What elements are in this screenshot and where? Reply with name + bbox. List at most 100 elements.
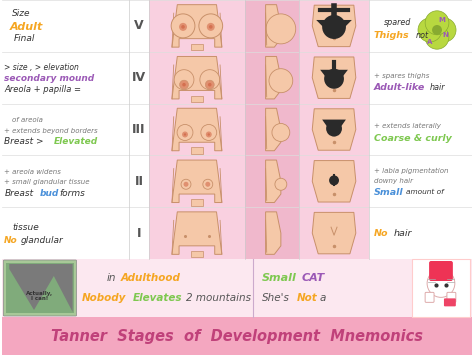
Text: N: N <box>442 32 448 38</box>
Bar <box>191 147 203 154</box>
Text: tissue: tissue <box>12 223 39 231</box>
Circle shape <box>432 18 456 42</box>
Text: forms: forms <box>60 189 86 198</box>
Bar <box>191 199 203 206</box>
Circle shape <box>180 80 189 89</box>
Circle shape <box>272 124 290 142</box>
Circle shape <box>207 23 215 31</box>
Bar <box>2 259 472 317</box>
Circle shape <box>200 70 219 90</box>
Text: + spares thighs: + spares thighs <box>374 73 429 79</box>
Text: M: M <box>438 17 446 23</box>
Polygon shape <box>312 5 356 47</box>
Bar <box>245 0 300 259</box>
Polygon shape <box>9 264 73 312</box>
Text: a: a <box>319 294 326 304</box>
Circle shape <box>205 80 214 89</box>
Text: Thighs: Thighs <box>374 31 409 40</box>
Circle shape <box>181 179 191 189</box>
Text: Areola + papilla =: Areola + papilla = <box>4 85 82 94</box>
Circle shape <box>182 83 186 87</box>
Circle shape <box>183 182 189 187</box>
Circle shape <box>205 182 210 187</box>
Bar <box>2 317 472 355</box>
Circle shape <box>206 131 212 137</box>
Text: CAT: CAT <box>301 273 325 283</box>
Polygon shape <box>322 120 346 137</box>
Text: + areola widens: + areola widens <box>4 169 61 175</box>
Text: > size , > elevation: > size , > elevation <box>4 63 79 72</box>
Text: Actually,
I can!: Actually, I can! <box>27 291 54 301</box>
Text: III: III <box>132 123 146 136</box>
Text: No: No <box>374 229 388 237</box>
Polygon shape <box>312 160 356 202</box>
Text: Adult: Adult <box>9 22 43 32</box>
Circle shape <box>184 133 186 136</box>
Text: Small: Small <box>374 188 403 197</box>
Text: + extends beyond borders: + extends beyond borders <box>4 127 98 133</box>
Text: Size: Size <box>12 9 31 18</box>
Text: Adult-like: Adult-like <box>374 83 425 92</box>
Text: Adulthood: Adulthood <box>121 273 181 283</box>
Text: 2 mountains: 2 mountains <box>185 294 251 304</box>
Polygon shape <box>265 212 281 254</box>
Circle shape <box>427 269 455 297</box>
Circle shape <box>181 25 185 29</box>
Circle shape <box>182 131 188 137</box>
Circle shape <box>329 175 339 185</box>
Circle shape <box>199 14 223 38</box>
Bar <box>412 259 470 317</box>
Text: in: in <box>106 273 116 283</box>
Text: hair: hair <box>430 83 446 92</box>
Circle shape <box>266 14 296 44</box>
Circle shape <box>203 179 213 189</box>
Polygon shape <box>265 56 281 99</box>
Text: Breast >: Breast > <box>4 137 44 146</box>
FancyBboxPatch shape <box>425 293 434 302</box>
Text: glandular: glandular <box>21 236 64 245</box>
Text: Final: Final <box>14 34 36 43</box>
Text: not: not <box>415 31 428 40</box>
Circle shape <box>326 121 342 137</box>
Bar <box>6 263 73 313</box>
Circle shape <box>425 25 449 49</box>
Text: V: V <box>134 20 144 32</box>
Circle shape <box>171 14 195 38</box>
Circle shape <box>269 69 293 93</box>
Circle shape <box>324 69 344 89</box>
Polygon shape <box>172 212 222 254</box>
Circle shape <box>208 83 211 87</box>
Text: Elevates: Elevates <box>133 294 182 304</box>
Polygon shape <box>172 160 222 203</box>
Bar <box>2 0 129 259</box>
Circle shape <box>418 18 442 42</box>
Text: downy hair: downy hair <box>374 178 413 184</box>
Text: bud: bud <box>40 189 59 198</box>
Polygon shape <box>172 5 222 47</box>
Text: Not: Not <box>296 294 317 304</box>
Bar <box>149 0 245 259</box>
Text: amount of: amount of <box>406 189 444 195</box>
Circle shape <box>432 25 442 35</box>
Text: + extends laterally: + extends laterally <box>374 122 440 129</box>
Circle shape <box>322 15 346 39</box>
Bar <box>300 0 369 259</box>
Bar <box>369 0 472 259</box>
Text: I: I <box>137 226 141 240</box>
Circle shape <box>208 133 210 136</box>
Polygon shape <box>312 212 356 254</box>
Polygon shape <box>265 5 281 47</box>
Text: Tanner  Stages  of  Development  Mnemonics: Tanner Stages of Development Mnemonics <box>51 328 423 344</box>
Circle shape <box>179 23 187 31</box>
FancyBboxPatch shape <box>429 261 453 281</box>
Text: A: A <box>428 39 433 45</box>
Bar <box>191 251 203 257</box>
Text: of areola: of areola <box>12 118 43 124</box>
Text: + labia pigmentation: + labia pigmentation <box>374 168 448 174</box>
Text: Small: Small <box>262 273 297 283</box>
Polygon shape <box>172 108 222 151</box>
Text: Nobody: Nobody <box>82 294 126 304</box>
Polygon shape <box>172 56 222 99</box>
Polygon shape <box>320 70 348 88</box>
Polygon shape <box>265 108 281 151</box>
